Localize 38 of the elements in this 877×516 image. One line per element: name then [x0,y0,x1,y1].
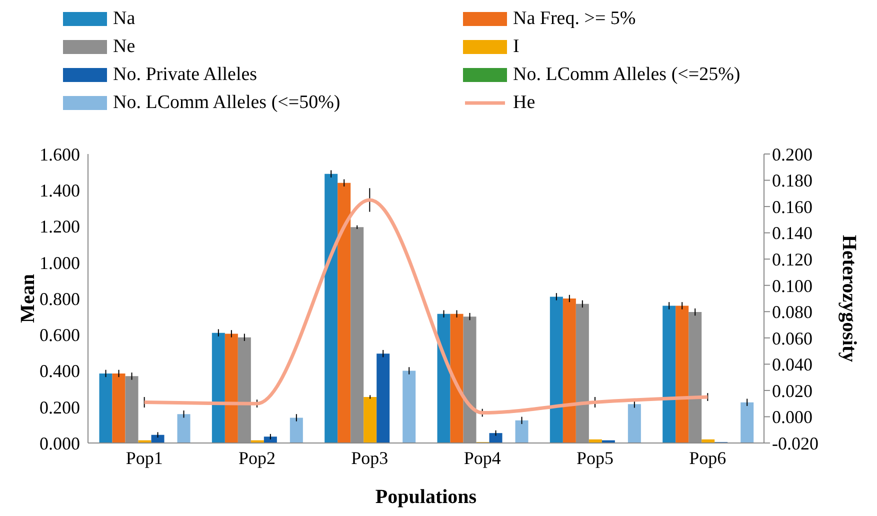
y-tick-label: 0.400 [40,361,80,382]
y2-tick-label: 0.100 [772,276,812,296]
y-axis-title: Mean [17,274,40,323]
y2-tick-label: 0.020 [772,380,812,401]
legend-label: He [513,92,536,114]
y2-tick-label: 0.120 [772,249,812,270]
legend-label: Na [113,8,136,30]
y-tick-label: 0.600 [40,325,80,346]
x-tick-label: Pop5 [576,448,614,468]
y-tick-label: 0.200 [40,397,80,418]
x-axis-title: Populations [375,486,477,508]
legend-label: No. Private Alleles [113,64,258,86]
y2-tick-label: 0.200 [772,144,812,164]
y-tick-label: 0.000 [40,433,80,454]
y-tick-label: 1.000 [40,252,80,273]
x-tick-label: Pop4 [464,448,501,468]
x-tick-label: Pop6 [689,448,726,468]
y2-tick-label: 0.000 [772,407,812,428]
y-tick-label: 1.400 [40,180,80,201]
y-tick-label: 1.600 [40,144,80,164]
y-tick-label: 0.800 [40,288,80,309]
y2-tick-label: 0.140 [772,223,812,244]
y2-tick-label: 0.160 [772,196,812,217]
legend-label: No. LComm Alleles (<=50%) [113,92,340,114]
y2-tick-label: 0.060 [772,328,812,348]
y2-tick-label: -0.020 [772,433,818,454]
x-tick-label: Pop2 [238,448,276,468]
y2-axis-title: Heterozygosity [838,234,860,362]
y2-tick-label: 0.080 [772,302,812,322]
legend-label: No. LComm Alleles (<=25%) [513,64,740,86]
legend-label: Na Freq. >= 5% [513,8,636,30]
legend-label: Ne [113,36,136,58]
y-tick-label: 1.200 [40,216,80,237]
legend-label: I [513,36,520,58]
y2-tick-label: 0.040 [772,354,812,375]
x-tick-label: Pop1 [126,448,163,468]
y2-tick-label: 0.180 [772,170,812,191]
x-tick-label: Pop3 [351,448,388,468]
